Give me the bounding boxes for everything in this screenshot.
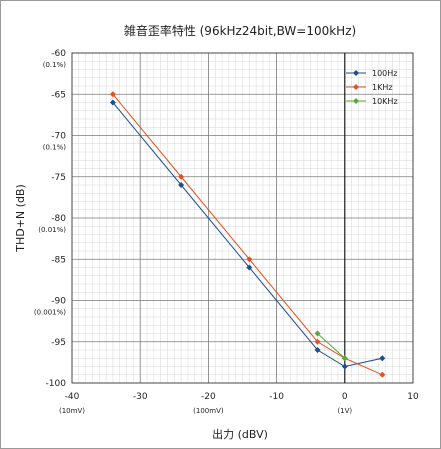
plot-border xyxy=(71,52,414,384)
data-point xyxy=(178,182,185,188)
legend-swatch-marker xyxy=(353,84,359,90)
y-tick-label: -75 xyxy=(51,173,66,183)
x-tick-sublabel: (100mV) xyxy=(193,407,224,415)
x-tick-labels: -40 (10mV) -30 -20 (100mV) -10 0 (1V) 10 xyxy=(59,392,419,415)
x-tick-label: -20 xyxy=(201,392,216,402)
y-tick-label: -80 xyxy=(51,214,66,224)
data-point xyxy=(379,355,386,362)
y-tick-label: -65 xyxy=(51,90,66,100)
legend: 100Hz 1KHz 10KHz xyxy=(346,69,398,106)
y-tick-sublabel: (0.01%) xyxy=(38,226,66,234)
data-point xyxy=(314,347,321,353)
legend-label: 100Hz xyxy=(372,69,397,78)
y-tick-sublabel: (0.1%) xyxy=(43,144,67,152)
y-tick-label: -85 xyxy=(51,255,66,265)
y-tick-label: -100 xyxy=(46,379,67,389)
x-tick-label: -30 xyxy=(133,392,148,402)
x-tick-sublabel: (1V) xyxy=(337,407,352,415)
x-tick-label: -40 xyxy=(65,392,80,402)
x-tick-label: -10 xyxy=(269,392,284,402)
legend-swatch-marker xyxy=(353,70,359,76)
data-point xyxy=(314,330,321,337)
y-tick-label: -70 xyxy=(51,132,66,142)
x-tick-label: 10 xyxy=(407,392,419,402)
x-tick-sublabel: (10mV) xyxy=(59,407,85,415)
y-tick-sublabel: (0.1%) xyxy=(43,61,67,69)
chart-title: 雑音歪率特性 (96kHz24bit,BW=100kHz) xyxy=(124,23,356,38)
data-point xyxy=(109,91,116,98)
y-tick-label: -90 xyxy=(51,297,66,307)
data-point xyxy=(109,99,116,106)
series-line xyxy=(112,102,383,368)
series-line xyxy=(317,333,346,359)
legend-label: 1KHz xyxy=(372,83,393,92)
data-point xyxy=(246,256,253,263)
y-tick-label: -60 xyxy=(51,49,66,59)
data-point xyxy=(341,363,348,370)
grid-major xyxy=(72,53,413,383)
data-point xyxy=(178,173,185,180)
y-tick-label: -95 xyxy=(51,338,66,348)
data-point xyxy=(314,338,321,345)
y-tick-sublabel: (0.001%) xyxy=(34,309,66,317)
x-axis-label: 出力 (dBV) xyxy=(212,427,268,441)
data-point xyxy=(379,371,386,378)
data-point xyxy=(246,264,253,271)
legend-swatch-marker xyxy=(353,98,359,104)
legend-label: 10KHz xyxy=(372,97,398,106)
y-tick-labels: -60 (0.1%) -65 -70 (0.1%) -75 -80 (0.01%) -85 -90… xyxy=(34,49,66,389)
series-group xyxy=(109,91,386,378)
x-tick-label: 0 xyxy=(342,392,348,402)
series-line xyxy=(112,93,383,376)
y-axis-label: THD+N (dB) xyxy=(14,184,27,253)
data-point xyxy=(341,355,348,362)
